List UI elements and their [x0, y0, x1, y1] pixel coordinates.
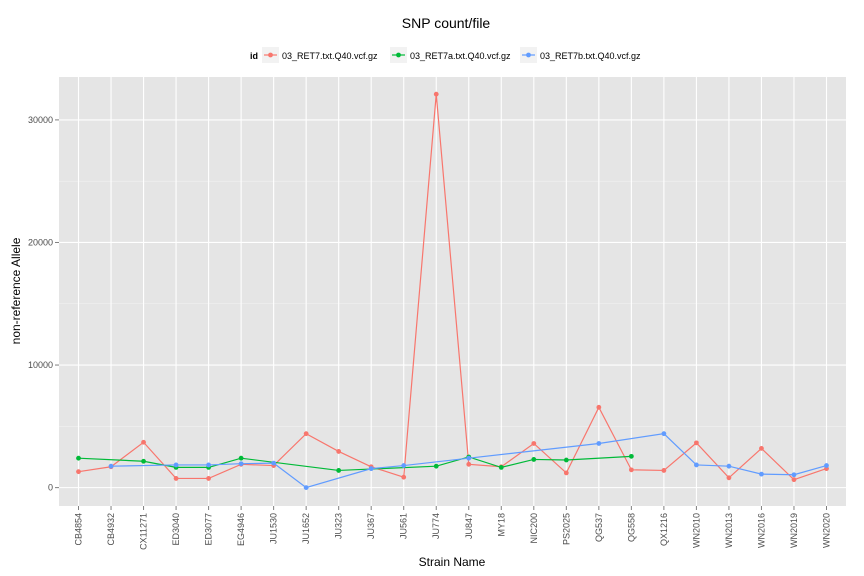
y-axis: 0 10000 20000 30000 — [28, 115, 59, 493]
data-point — [76, 455, 81, 461]
series-line — [78, 455, 632, 472]
x-tick-label: QG537 — [594, 513, 604, 542]
data-point — [563, 457, 569, 463]
data-point — [238, 461, 244, 467]
x-tick-label: CB4854 — [74, 513, 84, 546]
data-point — [238, 455, 244, 461]
y-tick-label: 20000 — [28, 237, 53, 247]
data-point — [173, 476, 179, 481]
data-point — [141, 439, 146, 445]
data-point — [271, 460, 277, 466]
y-tick-label: 0 — [48, 483, 53, 493]
chart-title: SNP count/file — [402, 15, 491, 31]
data-point — [628, 453, 634, 459]
legend-label: 03_RET7a.txt.Q40.vcf.gz — [410, 51, 511, 61]
legend-key-point — [268, 52, 273, 58]
series-line — [111, 433, 827, 489]
x-tick-label: WN2019 — [789, 513, 799, 548]
legend-title: id — [250, 51, 258, 61]
legend-item: 03_RET7.txt.Q40.vcf.gz — [262, 47, 378, 63]
data-point — [726, 475, 732, 481]
x-tick-label: WN2020 — [821, 513, 831, 548]
series-3 — [108, 431, 829, 491]
data-point — [466, 455, 472, 461]
x-tick-label: ED3040 — [171, 513, 181, 546]
data-point — [531, 441, 537, 446]
data-point — [661, 431, 667, 437]
legend-key-point — [396, 52, 401, 58]
x-tick-label: JU367 — [366, 513, 376, 539]
data-point — [694, 440, 699, 446]
legend-label: 03_RET7b.txt.Q40.vcf.gz — [540, 51, 641, 61]
data-point — [303, 431, 309, 437]
data-point — [368, 466, 374, 472]
x-tick-label: CB4932 — [106, 513, 116, 546]
data-point — [498, 464, 504, 470]
data-point — [336, 449, 342, 454]
x-tick-label: QG558 — [626, 513, 636, 542]
x-tick-label: JU323 — [334, 513, 344, 539]
data-point — [401, 463, 407, 468]
data-point — [824, 463, 829, 468]
x-tick-label: MY18 — [496, 513, 506, 537]
data-point — [694, 462, 699, 468]
data-point — [76, 469, 81, 475]
x-tick-label: ED3077 — [204, 513, 214, 546]
x-tick-label: WN2016 — [756, 513, 766, 548]
data-point — [108, 463, 114, 469]
data-point — [433, 463, 439, 469]
x-tick-label: JU1652 — [301, 513, 311, 544]
legend: id 03_RET7.txt.Q40.vcf.gz 03_RET7a.txt.Q4… — [250, 47, 641, 63]
data-point — [661, 468, 667, 473]
data-point — [759, 471, 764, 477]
data-point — [433, 91, 439, 97]
data-point — [563, 470, 569, 476]
x-tick-label: EG4946 — [236, 513, 246, 546]
x-tick-label: JU774 — [431, 513, 441, 539]
data-point — [141, 458, 146, 464]
data-point — [466, 461, 472, 467]
series-line — [78, 94, 827, 481]
y-tick-label: 30000 — [28, 115, 53, 125]
legend-item: 03_RET7a.txt.Q40.vcf.gz — [390, 47, 511, 63]
data-point — [173, 462, 179, 468]
x-tick-label: JU1530 — [269, 513, 279, 544]
data-point — [759, 445, 764, 451]
data-point — [401, 474, 407, 480]
x-tick-label: WN2013 — [724, 513, 734, 548]
x-tick-label: NIC200 — [529, 513, 539, 544]
x-tick-label: CX11271 — [139, 513, 149, 550]
x-tick-label: PS2025 — [561, 513, 571, 545]
data-point — [791, 477, 797, 483]
x-axis-label: Strain Name — [419, 555, 486, 569]
data-point — [336, 468, 342, 473]
x-tick-label: QX1216 — [659, 513, 669, 546]
data-point — [726, 463, 732, 469]
data-point — [206, 462, 211, 468]
x-tick-label: WN2010 — [691, 513, 701, 548]
x-axis: CB4854 CB4932 CX11271 ED3040 ED3077 EG4946 JU1… — [74, 506, 831, 550]
data-point — [596, 404, 602, 410]
legend-key-point — [526, 52, 531, 58]
series-layer — [76, 91, 829, 491]
data-point — [206, 476, 211, 481]
legend-item: 03_RET7b.txt.Q40.vcf.gz — [520, 47, 641, 63]
y-tick-label: 10000 — [28, 360, 53, 370]
data-point — [303, 485, 309, 491]
data-point — [791, 472, 797, 478]
plot-panel — [59, 77, 846, 506]
legend-label: 03_RET7.txt.Q40.vcf.gz — [282, 51, 378, 61]
data-point — [596, 441, 602, 446]
x-tick-label: JU561 — [399, 513, 409, 539]
y-axis-label: non-reference Allele — [9, 237, 23, 344]
x-tick-label: JU847 — [464, 513, 474, 539]
data-point — [628, 467, 634, 473]
series-2 — [76, 453, 634, 473]
data-point — [531, 457, 537, 462]
